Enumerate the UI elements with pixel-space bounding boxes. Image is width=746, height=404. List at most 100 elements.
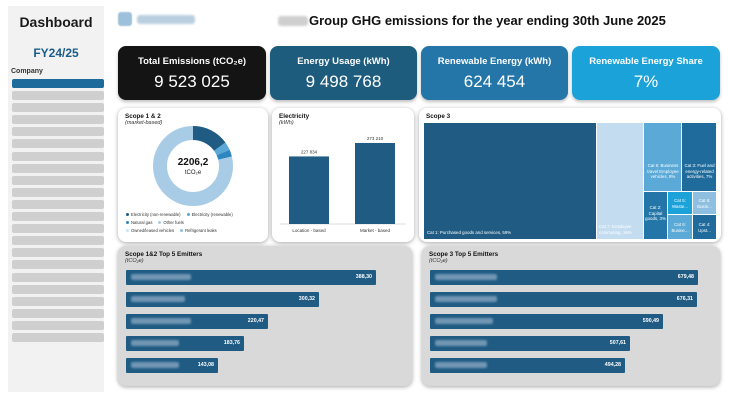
kpi-value: 624 454 <box>463 72 526 91</box>
company-slicer[interactable] <box>12 79 104 345</box>
kpi-renewable-share: Renewable Energy Share 7% <box>572 46 720 100</box>
donut-center-unit: tCO₂e <box>185 170 202 176</box>
report-title: Group GHG emissions for the year ending … <box>278 13 666 28</box>
electricity-bar[interactable] <box>289 156 329 224</box>
company-slicer-item[interactable] <box>12 79 104 88</box>
bar-value-label: 494,28 <box>604 362 621 368</box>
emitter-bar[interactable]: 300,32 <box>126 292 319 307</box>
emitter-bar[interactable]: 388,30 <box>126 270 376 285</box>
treemap-cell-cat4[interactable]: Cat 4: Upst... <box>693 215 716 239</box>
report-title-text: Group GHG emissions for the year ending … <box>309 13 666 28</box>
company-filter-label: Company <box>11 68 43 75</box>
panel-title: Scope 1 & 2 <box>125 113 161 120</box>
company-slicer-item[interactable] <box>12 127 104 137</box>
panel-subtitle: (tCO₂e) <box>125 258 144 264</box>
bar-value-label: 507,61 <box>609 340 626 346</box>
redacted-entity-name <box>131 362 179 368</box>
panel-subtitle: (tCO₂e) <box>429 258 448 264</box>
legend-item[interactable]: Owned/leased vehicles <box>126 228 174 233</box>
emitter-bar[interactable]: 220,47 <box>126 314 268 329</box>
logo-wordmark <box>137 14 195 24</box>
bar-value-label: 183,76 <box>223 340 240 346</box>
legend-item[interactable]: Refrigerant leaks <box>180 228 217 233</box>
legend-item[interactable]: Natural gas <box>126 220 152 225</box>
treemap-cell-cat7[interactable]: Cat 7: Employee commuting, 16% <box>597 123 643 239</box>
company-slicer-item[interactable] <box>12 296 104 306</box>
legend-item[interactable]: Electricity (non-renewable) <box>126 212 181 217</box>
emitter-bar[interactable]: 590,49 <box>430 314 663 329</box>
panel-subtitle: (kWh) <box>279 120 294 126</box>
redacted-entity-name <box>435 318 493 324</box>
electricity-bar-chart: 227 834 Location - based 273 210 Market - b… <box>280 136 406 233</box>
company-slicer-item[interactable] <box>12 272 104 282</box>
bar-value-label: 679,48 <box>677 274 694 280</box>
redacted-entity-name <box>435 296 497 302</box>
company-slicer-item[interactable] <box>12 163 104 173</box>
legend-item[interactable]: Other fuels <box>158 220 184 225</box>
treemap-cell-cat1[interactable]: Cat 1: Purchased goods and services, 59% <box>424 123 596 239</box>
emitter-bar[interactable]: 494,28 <box>430 358 625 373</box>
donut-slice-electricity-renewable[interactable] <box>213 142 230 156</box>
bar-value-label: 143,08 <box>197 362 214 368</box>
company-logo <box>118 12 195 26</box>
kpi-label: Renewable Energy (kWh) <box>437 56 552 67</box>
redacted-entity-name <box>131 318 191 324</box>
company-slicer-item[interactable] <box>12 284 104 294</box>
donut-slice-electricity-nonrenewable[interactable] <box>192 126 226 152</box>
bar-value-label: 273 210 <box>367 136 384 141</box>
legend-item[interactable]: Electricity (renewable) <box>186 212 233 217</box>
kpi-label: Renewable Energy Share <box>589 56 703 67</box>
company-slicer-item[interactable] <box>12 139 104 149</box>
company-slicer-item[interactable] <box>12 236 104 246</box>
treemap-cell-cat6-travel[interactable]: Cat 6: Business travel Employee vehicles… <box>644 123 681 191</box>
emitter-bar[interactable]: 679,48 <box>430 270 698 285</box>
scope3-panel: Scope 3 Cat 1: Purchased goods and servi… <box>419 108 721 242</box>
company-slicer-item[interactable] <box>12 187 104 197</box>
company-slicer-item[interactable] <box>12 332 104 342</box>
company-slicer-item[interactable] <box>12 103 104 113</box>
treemap-cell-cat2[interactable]: Cat 2: Capital goods, 3% <box>644 192 667 239</box>
panel-title: Scope 3 Top 5 Emitters <box>429 251 499 258</box>
redacted-entity-name <box>435 340 487 346</box>
category-tick-label: Market - based <box>360 228 391 233</box>
bar-value-label: 388,30 <box>355 274 372 280</box>
bar-value-label: 227 834 <box>301 149 318 154</box>
kpi-value: 7% <box>633 72 659 91</box>
emitter-bar[interactable]: 507,61 <box>430 336 630 351</box>
emitter-bar[interactable]: 183,76 <box>126 336 244 351</box>
company-slicer-item[interactable] <box>12 260 104 270</box>
category-tick-label: Location - based <box>292 228 326 233</box>
redacted-entity-name <box>131 296 185 302</box>
company-slicer-item[interactable] <box>12 115 104 125</box>
treemap-cell-cat6-c[interactable]: Cat 6: Busine... <box>668 215 692 239</box>
company-slicer-item[interactable] <box>12 224 104 234</box>
scope12-top-emitters-panel: Scope 1&2 Top 5 Emitters (tCO₂e) 388,30 3… <box>118 246 412 386</box>
company-slicer-item[interactable] <box>12 320 104 330</box>
kpi-energy-usage: Energy Usage (kWh) 9 498 768 <box>270 46 417 100</box>
kpi-value: 9 523 025 <box>154 72 230 91</box>
treemap-cell-cat5[interactable]: Cat 5: Waste... <box>668 192 692 214</box>
scope3-treemap: Cat 1: Purchased goods and services, 59%… <box>424 123 716 239</box>
donut-slice-natural-gas[interactable] <box>216 149 232 160</box>
treemap-cell-cat6-b[interactable]: Cat 6: Busin... <box>693 192 716 214</box>
emitter-bar[interactable]: 676,31 <box>430 292 697 307</box>
company-slicer-item[interactable] <box>12 175 104 185</box>
electricity-bar[interactable] <box>355 142 395 224</box>
emitter-bar[interactable]: 143,08 <box>126 358 218 373</box>
company-slicer-item[interactable] <box>12 151 104 161</box>
treemap-cell-cat3[interactable]: Cat 3: Fuel and energy-related activitie… <box>682 123 716 191</box>
company-slicer-item[interactable] <box>12 248 104 258</box>
donut-center-value: 2206,2 <box>178 157 209 168</box>
company-slicer-item[interactable] <box>12 91 104 101</box>
scope12-legend: Electricity (non-renewable) Electricity … <box>126 212 264 236</box>
company-slicer-item[interactable] <box>12 212 104 222</box>
bar-value-label: 300,32 <box>298 296 315 302</box>
kpi-label: Total Emissions (tCO₂e) <box>137 56 247 67</box>
kpi-total-emissions: Total Emissions (tCO₂e) 9 523 025 <box>118 46 266 100</box>
company-slicer-item[interactable] <box>12 199 104 209</box>
logo-mark-icon <box>118 12 132 26</box>
scope12-panel: Scope 1 & 2 (market-based) 2206,2 tCO₂e … <box>118 108 268 242</box>
bar-value-label: 220,47 <box>247 318 264 324</box>
scope12-donut-chart[interactable]: 2206,2 tCO₂e <box>118 114 268 214</box>
company-slicer-item[interactable] <box>12 308 104 318</box>
